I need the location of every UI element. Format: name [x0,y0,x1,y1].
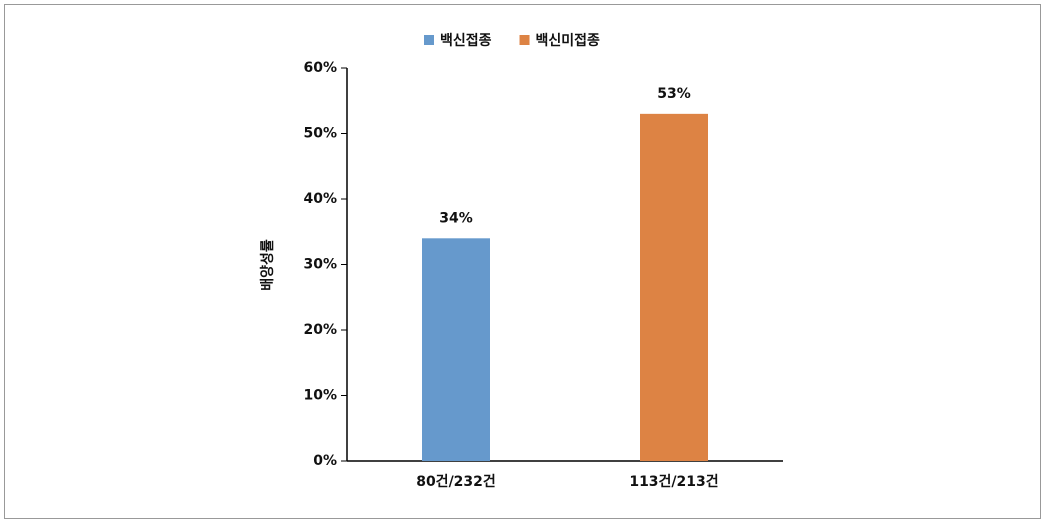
legend-label: 백신접종 [440,33,492,49]
value-label: 34% [439,210,473,226]
y-tick-label: 50% [303,126,337,142]
y-tick-label: 30% [303,257,337,273]
y-axis-label: 배양성률 [259,239,276,291]
y-tick-label: 40% [303,191,337,207]
frame [4,4,1041,519]
x-tick-label: 80건/232건 [416,473,496,490]
legend-swatch [519,35,530,45]
x-tick-label: 113건/213건 [629,473,718,490]
legend-label: 백신미접종 [536,33,601,49]
bar [640,113,708,461]
value-label: 53% [657,86,691,102]
bar [422,238,490,461]
y-tick-label: 20% [303,322,337,338]
y-tick-label: 60% [303,60,337,76]
legend-swatch [424,35,434,45]
y-tick-label: 10% [303,388,337,404]
y-tick-label: 0% [313,453,337,469]
